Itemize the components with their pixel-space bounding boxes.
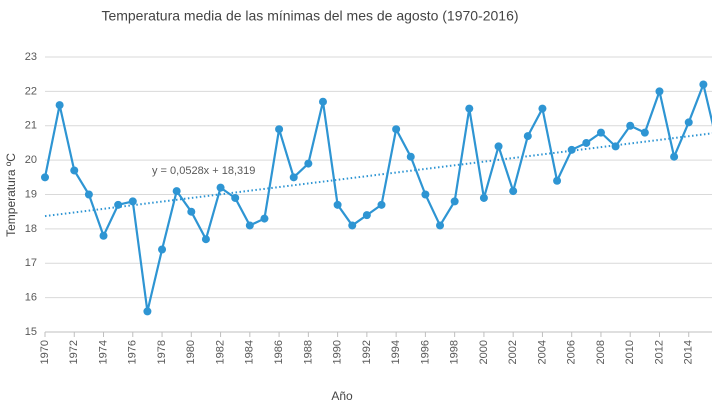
x-tick-label: 1970: [39, 340, 51, 364]
x-tick-label: 2002: [507, 340, 519, 364]
data-point: [523, 132, 532, 141]
x-tick-label: 2006: [566, 340, 578, 364]
data-point: [626, 121, 635, 130]
data-point: [436, 221, 445, 230]
x-tick-label: 1980: [185, 340, 197, 364]
data-point: [538, 104, 547, 113]
data-point: [245, 221, 254, 230]
y-tick-label: 19: [25, 188, 37, 200]
chart-title: Temperatura media de las mínimas del mes…: [101, 8, 518, 24]
data-point: [494, 142, 503, 151]
x-tick-label: 2004: [536, 340, 548, 364]
data-point: [362, 211, 371, 220]
x-tick-label: 1984: [244, 340, 256, 364]
data-point: [450, 197, 459, 206]
trendline-label: y = 0,0528x + 18,319: [152, 165, 255, 177]
x-tick-label: 1996: [419, 340, 431, 364]
data-point: [567, 145, 576, 154]
data-point: [41, 173, 49, 182]
x-tick-label: 2010: [624, 340, 636, 364]
x-tick-label: 2000: [478, 340, 490, 364]
data-point: [465, 104, 474, 113]
data-point: [55, 101, 64, 110]
data-point: [99, 231, 108, 240]
x-tick-label: 1986: [273, 340, 285, 364]
data-point: [216, 183, 225, 192]
data-point: [143, 307, 152, 316]
x-tick-label: 1994: [390, 340, 402, 364]
data-point: [392, 125, 401, 134]
x-tick-label: 1988: [302, 340, 314, 364]
data-point: [406, 152, 415, 161]
data-point: [158, 245, 167, 254]
data-point: [421, 190, 430, 199]
x-tick-label: 1982: [214, 340, 226, 364]
data-point: [377, 200, 386, 209]
x-tick-label: 1998: [449, 340, 461, 364]
data-point: [260, 214, 269, 223]
x-tick-label: 2008: [595, 340, 607, 364]
data-point: [289, 173, 298, 182]
y-tick-label: 21: [25, 120, 37, 132]
y-tick-label: 20: [25, 154, 37, 166]
data-point: [596, 128, 605, 137]
data-point: [348, 221, 357, 230]
data-point: [187, 207, 196, 216]
x-axis-title: Año: [331, 389, 353, 403]
data-point: [640, 128, 649, 137]
data-point: [231, 193, 240, 202]
y-axis-title: Temperatura ºC: [4, 153, 18, 237]
data-point: [699, 80, 708, 89]
data-point: [582, 138, 591, 147]
data-point: [684, 118, 693, 127]
y-tick-label: 18: [25, 223, 37, 235]
data-point: [201, 235, 210, 244]
data-point: [70, 166, 79, 175]
y-tick-label: 22: [25, 85, 37, 97]
y-tick-label: 17: [25, 257, 37, 269]
y-tick-label: 23: [25, 51, 37, 63]
data-point: [655, 87, 664, 96]
data-point: [670, 152, 679, 161]
data-point: [304, 159, 313, 168]
x-tick-label: 1978: [156, 340, 168, 364]
x-tick-label: 1990: [332, 340, 344, 364]
data-point: [114, 200, 123, 209]
x-tick-label: 2012: [653, 340, 665, 364]
data-point: [275, 125, 284, 134]
data-point: [333, 200, 342, 209]
y-tick-label: 15: [25, 326, 37, 338]
data-point: [84, 190, 93, 199]
data-point: [509, 187, 518, 196]
data-point: [128, 197, 137, 206]
x-tick-label: 1974: [97, 340, 109, 364]
x-tick-label: 2014: [683, 340, 695, 364]
data-point: [172, 187, 181, 196]
x-tick-label: 1976: [127, 340, 139, 364]
x-tick-label: 1972: [68, 340, 80, 364]
data-point: [318, 97, 327, 106]
data-point: [553, 176, 562, 185]
trendline: [44, 132, 712, 218]
y-tick-label: 16: [25, 292, 37, 304]
data-point: [479, 193, 488, 202]
x-tick-label: 1992: [361, 340, 373, 364]
series-line: [43, 80, 712, 312]
